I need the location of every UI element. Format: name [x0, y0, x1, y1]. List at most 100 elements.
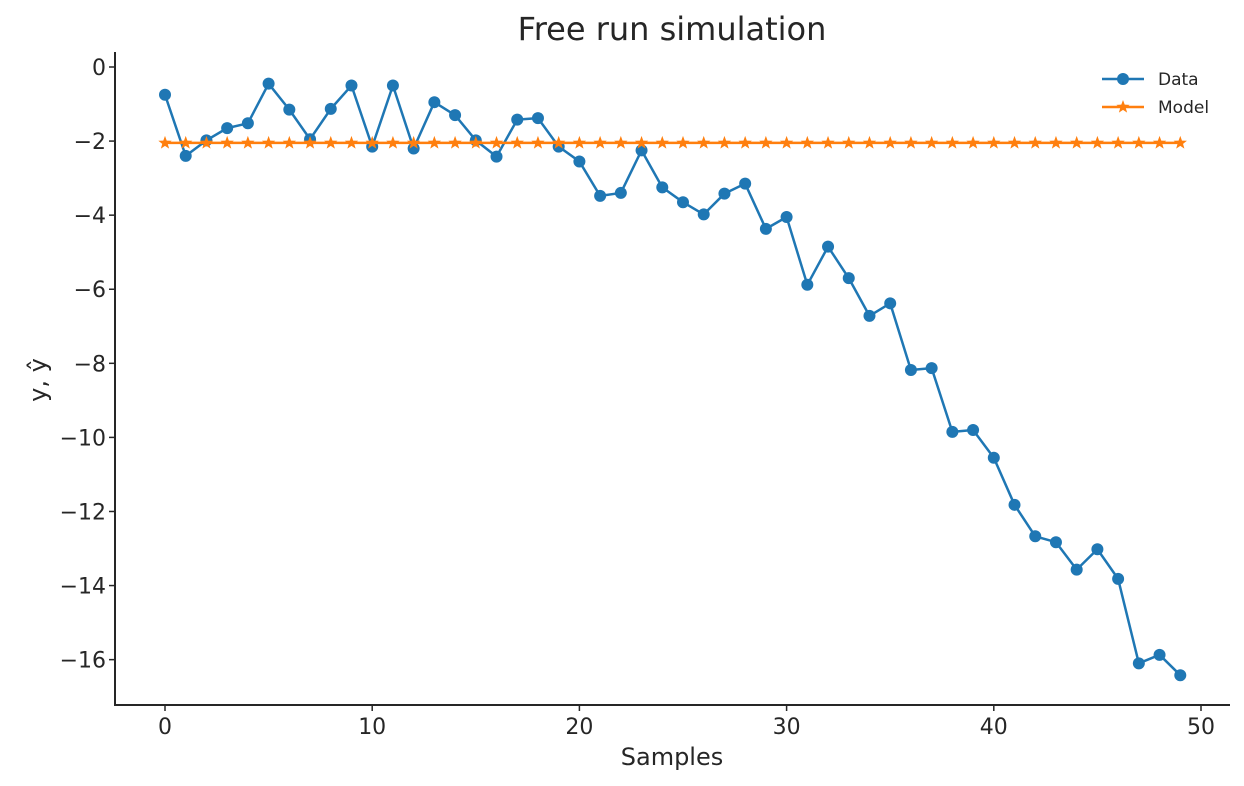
data-point: [779, 135, 794, 149]
legend-model-marker: [1116, 100, 1130, 113]
data-point: [262, 77, 275, 90]
data-point: [1070, 563, 1083, 576]
y-tick-label: −2: [74, 130, 106, 155]
data-point: [241, 135, 255, 149]
data-point: [406, 135, 421, 149]
data-point: [303, 135, 317, 149]
data-point: [924, 135, 939, 149]
data-point: [1112, 572, 1125, 585]
data-point: [344, 135, 359, 149]
data-point: [1029, 530, 1042, 543]
data-point: [386, 135, 400, 149]
x-tick-label: 20: [565, 715, 593, 740]
data-point: [1153, 648, 1166, 661]
y-axis-label: y, ŷ: [24, 358, 52, 402]
y-tick-label: −10: [60, 426, 106, 451]
data-point: [945, 135, 960, 149]
x-tick-label: 30: [773, 715, 801, 740]
data-point: [842, 272, 855, 285]
y-tick-label: −8: [74, 352, 106, 377]
data-point: [1028, 135, 1042, 149]
data-point: [842, 135, 856, 149]
data-point: [717, 135, 732, 149]
data-point: [159, 88, 171, 101]
data-point: [324, 102, 337, 115]
data-point: [427, 135, 442, 149]
data-point: [489, 135, 504, 149]
data-point: [884, 297, 897, 310]
data-point: [739, 177, 752, 190]
data-point: [801, 278, 814, 291]
data-point: [594, 189, 607, 202]
data-point: [759, 222, 772, 235]
y-tick-label: −6: [74, 278, 106, 303]
data-point: [1132, 135, 1146, 149]
y-tick-label: −16: [60, 649, 106, 674]
data-point: [1132, 657, 1145, 670]
data-point: [738, 135, 752, 149]
data-point: [1152, 135, 1167, 149]
x-tick-label: 0: [158, 715, 172, 740]
data-point: [676, 135, 690, 149]
data-point: [199, 135, 214, 149]
data-point: [656, 181, 669, 194]
x-tick-label: 50: [1187, 715, 1215, 740]
data-point: [241, 117, 254, 130]
data-point: [220, 135, 234, 149]
data-point: [635, 144, 648, 157]
data-point: [448, 135, 462, 149]
x-tick-label: 40: [980, 715, 1008, 740]
data-point: [862, 135, 877, 149]
data-point: [718, 187, 731, 200]
data-point: [677, 196, 689, 209]
data-point: [449, 109, 462, 122]
series-line: [163, 82, 1182, 677]
data-point: [863, 309, 876, 322]
data-point: [221, 122, 234, 135]
data-point: [967, 423, 980, 436]
data-point: [904, 363, 917, 376]
data-point: [634, 135, 649, 149]
data-point: [283, 103, 296, 116]
data-point: [1070, 135, 1084, 149]
data-point: [1174, 669, 1187, 682]
series-model: [158, 135, 1187, 149]
data-point: [179, 149, 192, 162]
series-data: [159, 77, 1187, 682]
data-point: [1049, 536, 1062, 549]
data-point: [593, 135, 607, 149]
data-point: [386, 79, 399, 92]
data-point: [759, 135, 773, 149]
data-point: [1111, 135, 1125, 149]
data-point: [490, 150, 503, 163]
data-point: [904, 135, 918, 149]
data-point: [1173, 135, 1187, 149]
data-point: [780, 211, 793, 224]
data-point: [158, 135, 172, 149]
data-point: [800, 135, 814, 149]
data-point: [552, 135, 566, 149]
data-point: [324, 135, 338, 149]
data-point: [614, 135, 628, 149]
chart-title: Free run simulation: [518, 10, 827, 48]
data-point: [261, 135, 276, 149]
data-point: [179, 135, 193, 149]
legend-label-model: Model: [1158, 98, 1209, 118]
x-tick-label: 10: [358, 715, 386, 740]
data-point: [531, 135, 545, 149]
data-point: [1007, 135, 1022, 149]
data-point: [1090, 135, 1105, 149]
data-point: [987, 135, 1001, 149]
x-axis-label: Samples: [621, 743, 724, 771]
data-point: [282, 135, 296, 149]
x-axis-ticks: 0 10 20 30 40 50: [158, 705, 1215, 740]
data-point: [345, 79, 358, 92]
data-point: [946, 425, 959, 438]
y-axis-ticks: 0 −2 −4 −6 −8 −10 −12 −14 −16: [60, 56, 115, 674]
data-point: [987, 451, 1000, 464]
series-layer: [158, 77, 1187, 682]
data-point: [531, 112, 544, 125]
data-point: [365, 135, 379, 149]
data-point: [655, 135, 669, 149]
